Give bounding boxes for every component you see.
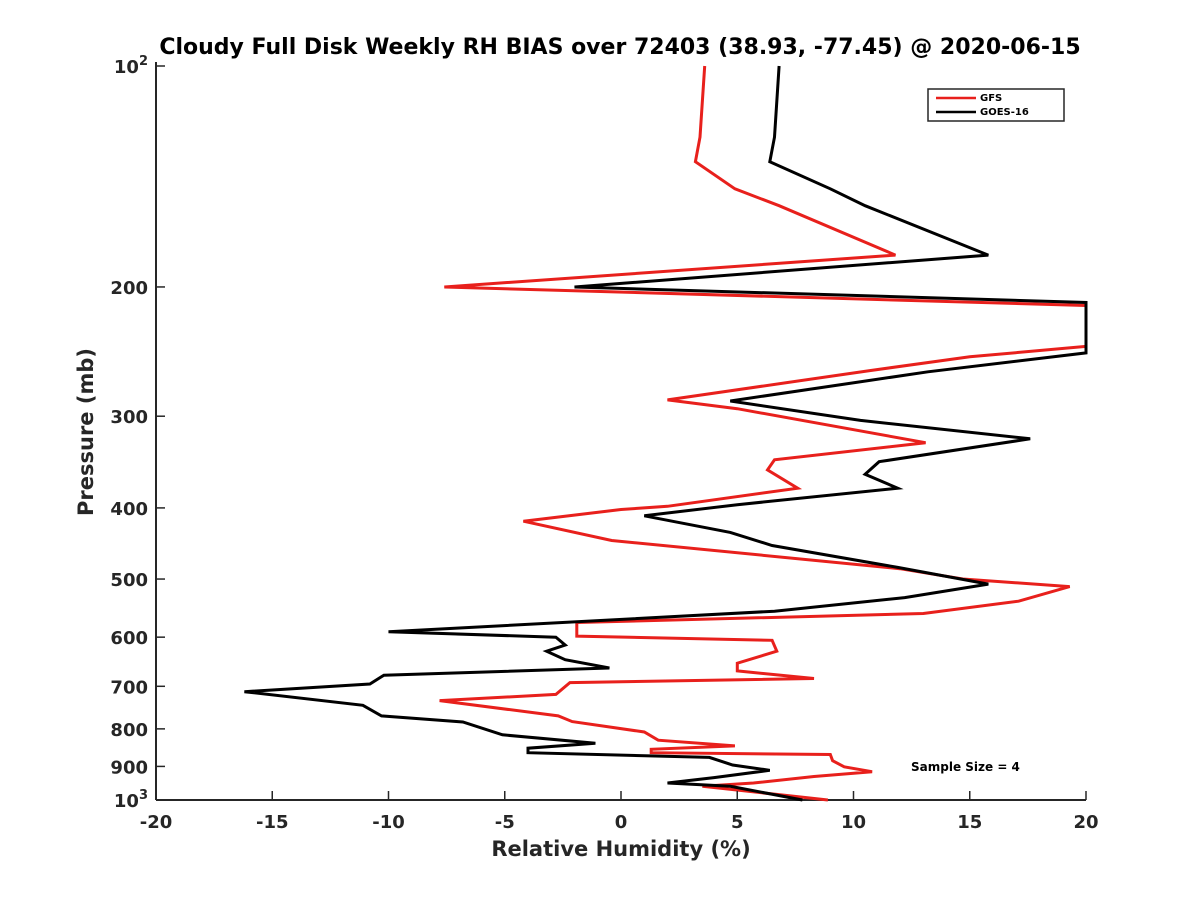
y-tick-label: 400 [110,499,148,520]
legend-label-gfs: GFS [980,93,1002,104]
legend: GFS GOES-16 [927,88,1065,122]
y-tick-label: 500 [110,570,148,591]
plot-area [155,62,1088,802]
y-tick-label: 900 [110,757,148,778]
chart-title: Cloudy Full Disk Weekly RH BIAS over 724… [159,35,1080,60]
x-tick-labels: -20 -15 -10 -5 0 5 10 15 20 [140,812,1099,833]
y-tick-label: 600 [110,628,148,649]
x-tick-label: 20 [1073,812,1098,833]
x-tick-label: -20 [140,812,173,833]
series-line-gfs [439,65,1088,802]
x-axis-label: Relative Humidity (%) [491,837,750,861]
y-tick-labels: 102 200 300 400 500 600 700 800 900 103 [110,54,148,812]
y-tick-label: 102 [114,54,148,78]
y-tick-label: 200 [110,278,148,299]
y-tick-label: 300 [110,407,148,428]
legend-label-goes16: GOES-16 [980,107,1029,118]
sample-size-annotation: Sample Size = 4 [911,760,1020,774]
y-tick-label: 800 [110,720,148,741]
y-tick-label: 103 [114,788,148,812]
legend-box [927,88,1065,122]
x-tick-label: -15 [256,812,289,833]
series-layer [244,65,1088,802]
x-tick-label: -5 [495,812,515,833]
x-tick-marks [155,791,1087,800]
x-tick-label: -10 [372,812,405,833]
x-tick-label: 10 [841,812,866,833]
x-tick-label: 5 [731,812,744,833]
x-tick-label: 15 [957,812,982,833]
x-tick-label: 0 [615,812,628,833]
y-axis-label: Pressure (mb) [74,348,98,516]
series-line-goes16 [244,65,1088,802]
y-tick-label: 700 [110,677,148,698]
y-tick-marks [156,65,165,801]
